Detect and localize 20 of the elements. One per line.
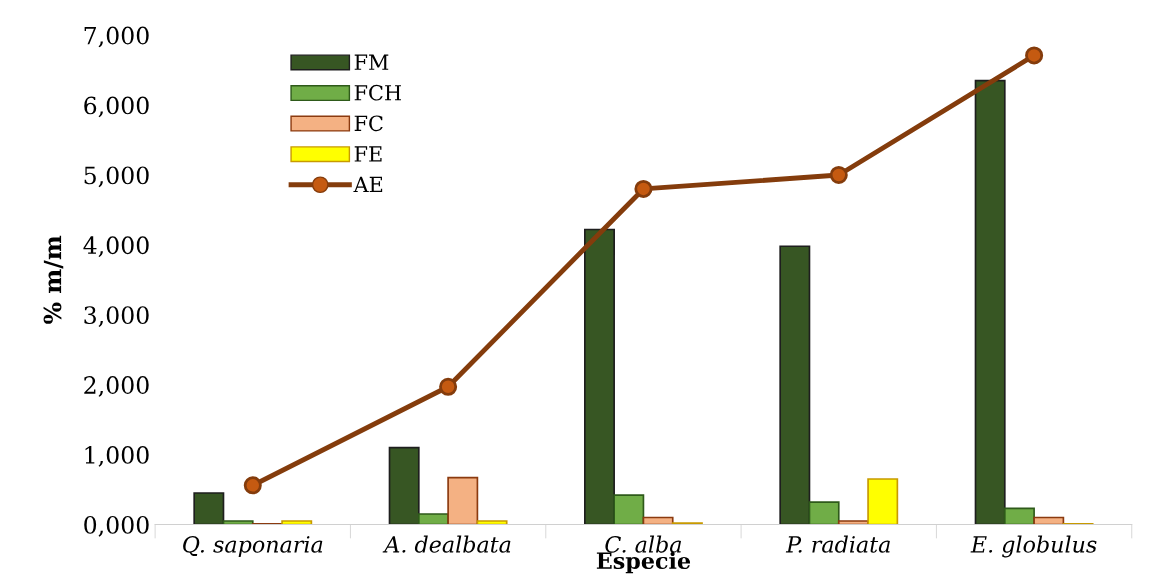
legend-label: AE bbox=[353, 176, 383, 193]
y-tick-label: 4,000 bbox=[83, 236, 149, 258]
y-tick-label: 7,000 bbox=[84, 26, 149, 48]
y-tick-label: 3,000 bbox=[84, 306, 149, 327]
x-axis-title: Especie bbox=[596, 551, 691, 574]
x-tick-label: A. dealbata bbox=[382, 535, 511, 553]
y-tick-label: 5,000 bbox=[84, 166, 149, 188]
x-tick-label: E. globulus bbox=[970, 535, 1097, 558]
x-tick-label: Q. saponaria bbox=[183, 535, 323, 558]
legend-label: FCH bbox=[354, 84, 401, 101]
y-tick-label: 1,000 bbox=[85, 446, 149, 467]
y-tick-label: 2,000 bbox=[84, 376, 149, 397]
legend-label: FC bbox=[354, 115, 383, 132]
x-tick-label: P. radiata bbox=[785, 535, 890, 553]
x-tick-label: C. alba bbox=[605, 535, 682, 553]
y-tick-label: 6,000 bbox=[84, 96, 149, 118]
legend-label: FM bbox=[354, 54, 389, 70]
legend-label: FE bbox=[354, 146, 382, 162]
y-tick-label: 0,000 bbox=[84, 515, 149, 537]
y-axis-title: % m/m bbox=[43, 235, 64, 324]
